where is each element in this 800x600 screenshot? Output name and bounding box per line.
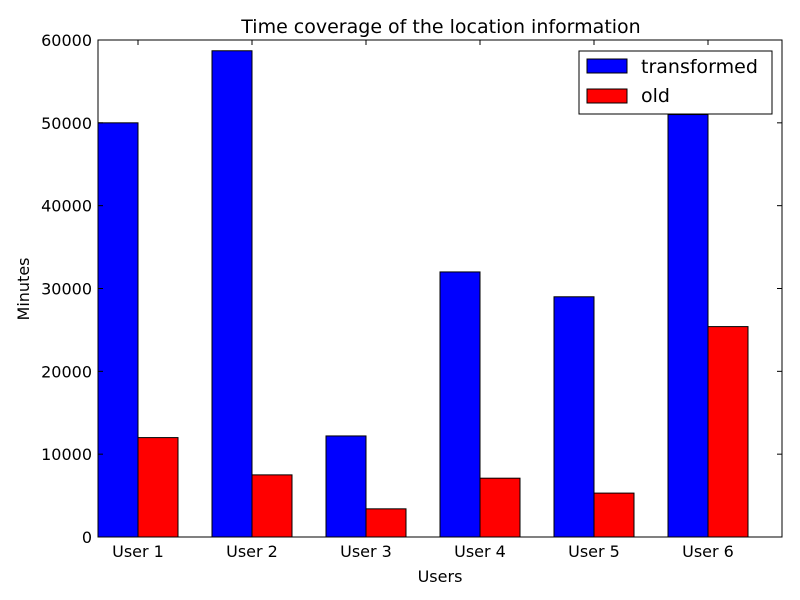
x-axis-label: Users [418, 567, 463, 586]
bar-old-user-2 [251, 474, 293, 538]
bar-transformed-user-4 [439, 271, 481, 538]
x-tick-label: User 6 [682, 542, 734, 561]
y-axis: 0 10000 20000 30000 40000 50000 60000 [41, 31, 782, 547]
y-tick-label: 40000 [41, 197, 92, 216]
bar-old-user-4 [479, 477, 521, 538]
bar-old-user-3 [365, 508, 407, 538]
y-tick-label: 60000 [41, 31, 92, 50]
legend-label-transformed: transformed [641, 56, 758, 78]
bars-group [97, 50, 749, 538]
x-tick-label: User 2 [226, 542, 278, 561]
y-tick-label: 30000 [41, 280, 92, 299]
legend: transformed old [578, 50, 773, 115]
legend-swatch-old [586, 88, 628, 104]
y-axis-label: Minutes [14, 258, 33, 321]
y-tick-label: 0 [82, 528, 92, 547]
x-tick-label: User 5 [568, 542, 620, 561]
bar-transformed-user-6 [667, 114, 709, 538]
bar-transformed-user-2 [211, 50, 253, 538]
bar-transformed-user-3 [325, 435, 367, 538]
x-tick-label: User 3 [340, 542, 392, 561]
x-axis: User 1 User 2 User 3 User 4 User 5 User 6 [112, 40, 734, 561]
y-tick-label: 10000 [41, 445, 92, 464]
y-tick-label: 50000 [41, 114, 92, 133]
bar-transformed-user-5 [553, 296, 595, 538]
bar-transformed-user-1 [97, 122, 139, 538]
bar-old-user-1 [137, 437, 179, 538]
bar-old-user-5 [593, 492, 635, 538]
legend-swatch-transformed [586, 58, 628, 74]
chart-title: Time coverage of the location informatio… [240, 16, 640, 38]
bar-old-user-6 [707, 326, 749, 538]
x-tick-label: User 4 [454, 542, 506, 561]
y-tick-label: 20000 [41, 362, 92, 381]
legend-label-old: old [641, 85, 670, 107]
x-tick-label: User 1 [112, 542, 164, 561]
